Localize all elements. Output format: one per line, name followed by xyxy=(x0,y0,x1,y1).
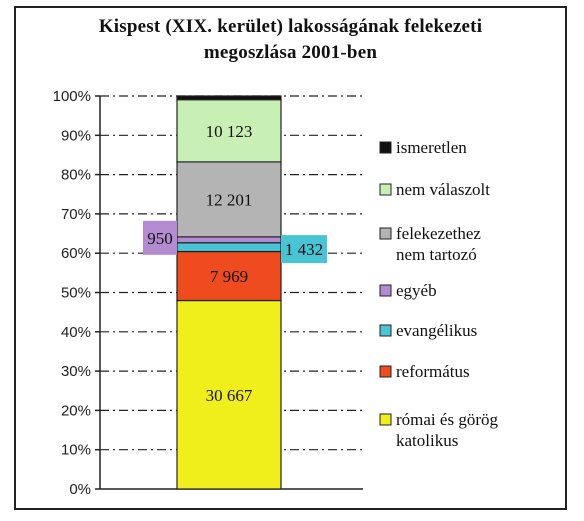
legend-label: egyéb xyxy=(396,281,437,300)
y-tick-label: 30% xyxy=(61,363,91,380)
bar-segment-3 xyxy=(176,236,282,244)
legend-label: nem válaszolt xyxy=(396,180,490,199)
bar-segment-1 xyxy=(176,250,282,302)
legend-label: nem tartozó xyxy=(396,245,477,264)
legend-swatch xyxy=(379,284,392,297)
legend-label: római és görög xyxy=(396,410,498,429)
bar-segment-6 xyxy=(176,95,282,101)
y-tick-label: 20% xyxy=(61,402,91,419)
y-tick-label: 90% xyxy=(61,127,91,144)
bar-segment-2 xyxy=(176,242,282,253)
legend-swatch xyxy=(379,141,392,154)
chart-frame: Kispest (XIX. kerület) lakosságának fele… xyxy=(14,6,567,510)
legend-swatch xyxy=(379,365,392,378)
bar-segment-0 xyxy=(176,299,282,490)
legend-label: katolikus xyxy=(396,431,458,450)
legend-label: ismeretlen xyxy=(396,138,467,157)
chart-title-line1: Kispest (XIX. kerület) lakosságának fele… xyxy=(98,16,483,37)
legend-label: felekezethez xyxy=(396,224,481,243)
data-label: 950 xyxy=(147,229,173,248)
legend-swatch xyxy=(379,183,392,196)
y-tick-label: 0% xyxy=(69,481,91,498)
data-label: 30 667 xyxy=(206,386,253,405)
y-tick-label: 60% xyxy=(61,245,91,262)
y-tick-label: 80% xyxy=(61,167,91,184)
callout-box-left xyxy=(143,220,177,255)
legend-label: evangélikus xyxy=(396,321,477,340)
legend-swatch xyxy=(379,413,392,426)
chart-title: Kispest (XIX. kerület) lakosságának fele… xyxy=(16,14,565,66)
chart-title-line2: megoszlása 2001-ben xyxy=(203,42,378,63)
legend-swatch xyxy=(379,227,392,240)
data-label: 10 123 xyxy=(206,122,253,141)
data-label: 12 201 xyxy=(206,190,253,209)
y-tick-label: 50% xyxy=(61,285,91,302)
legend-label: református xyxy=(396,362,470,381)
y-tick-label: 70% xyxy=(61,206,91,223)
legend-swatch xyxy=(379,324,392,337)
y-tick-label: 100% xyxy=(53,88,91,105)
data-label: 1 432 xyxy=(285,240,323,259)
y-tick-label: 40% xyxy=(61,324,91,341)
callout-box-right xyxy=(281,235,327,264)
data-label: 7 969 xyxy=(210,267,248,286)
y-tick-label: 10% xyxy=(61,442,91,459)
